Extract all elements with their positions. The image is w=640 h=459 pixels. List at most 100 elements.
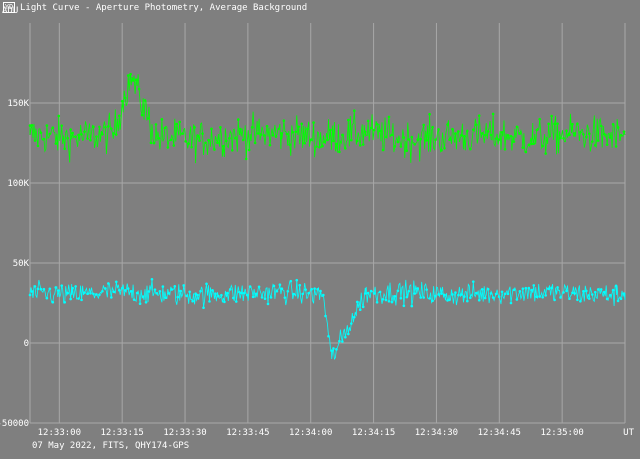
series-1-point [550,286,553,290]
series-0-point [166,146,170,149]
series-1-point [410,304,414,308]
series-1-point [393,295,397,298]
series-1-point [208,300,211,303]
series-0-point [565,129,568,133]
series-1-point [347,332,350,336]
series-0-point [300,122,304,126]
series-1-point [431,299,434,303]
series-0-point [63,147,67,151]
x-tick-label: 12:33:00 [38,428,81,438]
series-1-point [509,301,513,305]
series-1-point [196,293,199,297]
series-1-point [95,293,98,296]
series-1-point [135,291,139,295]
series-0-point [355,139,359,143]
series-1-point [530,288,534,292]
series-0-point [506,133,510,137]
series-0-point [544,152,547,155]
series-1-point [310,287,313,291]
series-0-point [42,137,46,141]
series-0-point [341,133,344,137]
series-0-point [384,135,388,139]
series-0-point [422,123,425,127]
series-1-point [616,299,620,303]
series-0-point [154,123,158,126]
series-0-point [28,124,32,127]
series-1-point [254,292,258,296]
series-1-point [469,296,472,300]
series-0-point [358,144,362,147]
series-1-point [150,278,154,281]
series-1-point [202,306,205,309]
series-0-point [184,140,187,143]
footer-info: 07 May 2022, FITS, QHY174-GPS [32,441,190,451]
series-1-point [283,296,287,299]
series-1-point [332,347,335,350]
series-0-point [33,139,37,142]
series-0-point [559,136,562,140]
series-0-point [126,74,130,77]
series-1-point [39,287,43,291]
series-1-point [155,291,159,295]
series-0-point [262,134,266,137]
series-1-point [280,287,284,290]
series-1-point [272,284,276,288]
series-0-point [204,141,207,145]
series-0-point [259,133,263,136]
series-0-point [233,136,237,140]
series-0-point [175,122,179,126]
series-1-point [292,292,296,296]
series-1-point [532,284,536,287]
series-0-point [45,124,49,127]
series-0-point [556,122,559,125]
series-0-point [288,143,292,146]
series-0-point [509,134,513,138]
series-0-point [236,118,240,121]
series-0-point [512,140,516,143]
series-0-point [428,112,431,116]
series-1-point [211,289,214,292]
series-0-point [216,141,219,145]
series-1-point [483,296,487,300]
series-0-point [244,157,248,161]
series-1-point [608,293,612,297]
series-0-point [77,133,80,137]
series-0-point [361,143,365,146]
series-1-point [622,292,626,295]
series-1-point [289,279,293,283]
series-0-point [416,138,420,141]
series-1-point [494,292,498,296]
series-1-point [506,292,510,296]
series-0-point [265,124,269,128]
series-1-point [234,300,238,303]
series-1-point [454,291,457,294]
series-0-point [616,126,620,129]
series-0-point [207,138,210,142]
series-1-point [164,296,168,300]
series-1-point [77,297,80,300]
series-1-point [179,289,183,293]
series-0-point [541,144,544,148]
series-1-point [176,295,180,299]
series-1-point [298,283,302,287]
series-1-point [451,293,454,296]
series-0-point [338,150,341,154]
series-1-point [369,289,373,293]
series-1-point [229,288,232,291]
series-0-point [247,148,251,152]
series-1-point [220,293,223,297]
series-0-point [131,79,135,82]
series-1-point [48,287,52,291]
series-0-point [550,114,553,118]
series-0-point [318,145,321,149]
series-1-point [422,296,425,299]
series-1-point [199,289,202,293]
series-1-point [33,285,37,288]
series-0-point [285,132,289,136]
series-1-point [114,280,118,284]
series-1-point [474,291,478,295]
series-0-point [268,143,272,147]
series-0-point [256,132,260,135]
series-1-point [330,349,333,352]
series-1-point [45,296,49,300]
